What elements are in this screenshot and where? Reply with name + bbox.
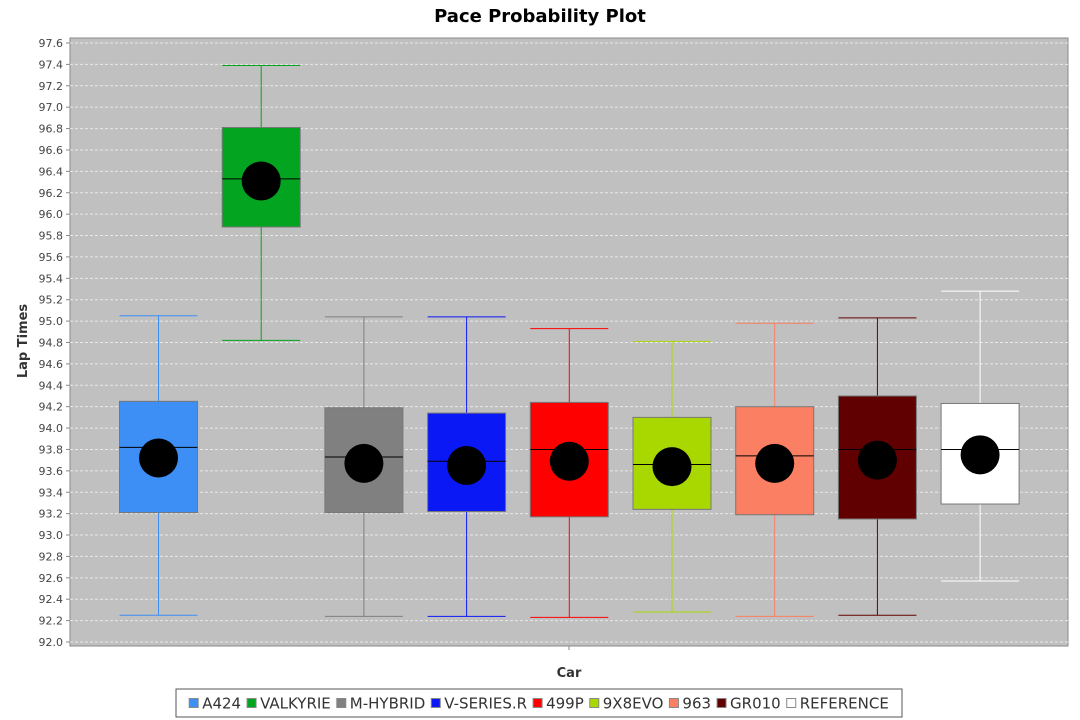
legend-label: M-HYBRID bbox=[350, 695, 425, 713]
y-tick-label: 93.0 bbox=[39, 529, 64, 542]
legend-swatch bbox=[188, 698, 199, 708]
y-axis: 92.0 92.2 92.4 92.6 92.8 93.0 93.2 93.4 93.6 93.8… bbox=[39, 37, 70, 649]
legend-items: A424 VALKYRIE M-HYBRID V-SERIES.R 499P 9X8EVO… bbox=[188, 695, 889, 713]
legend-label: VALKYRIE bbox=[260, 695, 331, 713]
mean-marker bbox=[652, 447, 692, 487]
y-tick-label: 97.2 bbox=[39, 80, 64, 93]
legend-item-v-series-r: V-SERIES.R bbox=[430, 695, 527, 713]
legend-swatch bbox=[668, 698, 679, 708]
mean-marker bbox=[139, 438, 178, 478]
box-963 bbox=[735, 322, 815, 617]
y-tick-label: 95.2 bbox=[39, 294, 64, 307]
y-tick-label: 95.6 bbox=[39, 251, 64, 264]
y-tick-label: 95.4 bbox=[39, 272, 64, 285]
mean-marker bbox=[960, 435, 1000, 475]
box-a424 bbox=[119, 315, 198, 616]
box-9x8evo bbox=[632, 340, 712, 613]
y-tick-label: 93.8 bbox=[39, 443, 64, 456]
mean-marker bbox=[344, 443, 384, 483]
y-axis-label: Lap Times bbox=[16, 304, 31, 379]
y-tick-label: 94.0 bbox=[39, 422, 64, 435]
y-tick-label: 94.2 bbox=[39, 401, 64, 414]
y-tick-label: 92.0 bbox=[39, 636, 64, 649]
y-tick-label: 97.4 bbox=[39, 58, 64, 71]
mean-marker bbox=[241, 161, 281, 201]
y-tick-label: 93.6 bbox=[39, 465, 64, 478]
y-tick-label: 95.0 bbox=[39, 315, 64, 328]
legend-swatch bbox=[716, 698, 727, 708]
legend-swatch bbox=[786, 698, 797, 708]
legend-swatch bbox=[336, 698, 347, 708]
y-tick-label: 95.8 bbox=[39, 230, 64, 243]
y-tick-label: 93.2 bbox=[39, 508, 64, 521]
legend-item-a424: A424 bbox=[188, 695, 241, 713]
chart-title: Pace Probability Plot bbox=[434, 6, 646, 27]
legend-swatch bbox=[532, 698, 543, 708]
legend-label: REFERENCE bbox=[800, 695, 889, 713]
box-499p bbox=[529, 328, 609, 618]
y-tick-label: 96.8 bbox=[39, 123, 64, 136]
y-tick-label: 96.4 bbox=[39, 165, 64, 178]
boxes bbox=[119, 64, 1020, 618]
y-tick-label: 97.6 bbox=[39, 37, 64, 50]
box-valkyrie bbox=[221, 64, 301, 341]
y-tick-label: 96.2 bbox=[39, 187, 64, 200]
legend-item-9x8evo: 9X8EVO bbox=[589, 695, 664, 713]
legend-label: GR010 bbox=[730, 695, 781, 713]
y-tick-label: 94.8 bbox=[39, 337, 64, 350]
y-tick-label: 92.4 bbox=[39, 593, 64, 606]
legend-swatch bbox=[589, 698, 600, 708]
mean-marker bbox=[755, 443, 795, 483]
y-tick-label: 96.0 bbox=[39, 208, 64, 221]
box-m-hybrid bbox=[324, 316, 404, 617]
x-axis-label: Car bbox=[557, 666, 582, 681]
legend-label: 9X8EVO bbox=[603, 695, 664, 713]
legend-item-963: 963 bbox=[668, 695, 711, 713]
y-tick-label: 92.8 bbox=[39, 550, 64, 563]
y-tick-label: 92.2 bbox=[39, 615, 64, 628]
legend-item-gr010: GR010 bbox=[716, 695, 781, 713]
box-gr010 bbox=[837, 317, 917, 616]
mean-marker bbox=[447, 446, 487, 486]
y-tick-label: 94.4 bbox=[39, 379, 64, 392]
legend-label: 963 bbox=[682, 695, 711, 713]
legend-swatch bbox=[430, 698, 441, 708]
legend-item-m-hybrid: M-HYBRID bbox=[336, 695, 425, 713]
legend-item-499p: 499P bbox=[532, 695, 584, 713]
mean-marker bbox=[857, 440, 897, 480]
y-tick-label: 94.6 bbox=[39, 358, 64, 371]
legend-item-reference: REFERENCE bbox=[786, 695, 889, 713]
box-v-series-r bbox=[427, 316, 507, 617]
legend-item-valkyrie: VALKYRIE bbox=[246, 695, 331, 713]
y-tick-label: 97.0 bbox=[39, 101, 64, 114]
y-tick-label: 93.4 bbox=[39, 486, 64, 499]
legend-label: A424 bbox=[202, 695, 241, 713]
box-reference bbox=[940, 290, 1020, 582]
y-tick-label: 92.6 bbox=[39, 572, 64, 585]
legend-swatch bbox=[246, 698, 257, 708]
mean-marker bbox=[549, 441, 589, 481]
legend-label: 499P bbox=[546, 695, 584, 713]
y-tick-label: 96.6 bbox=[39, 144, 64, 157]
legend-label: V-SERIES.R bbox=[444, 695, 527, 713]
